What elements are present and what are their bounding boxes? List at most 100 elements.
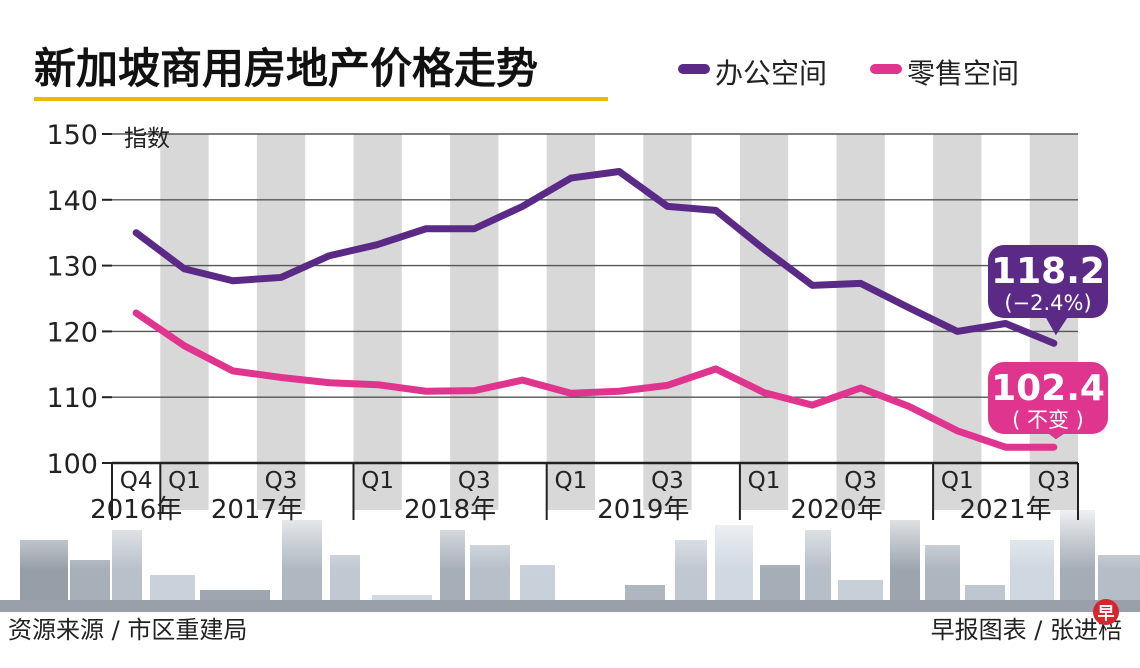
quarter-band: [546, 134, 595, 510]
series-point: [1003, 321, 1008, 326]
series-point: [133, 310, 139, 316]
skyline-fade: [0, 500, 1140, 570]
series-point: [616, 169, 622, 174]
x-quarter-label: Q3: [651, 468, 684, 494]
x-year-label: 2021年: [959, 495, 1051, 525]
series-point: [520, 204, 525, 209]
end-annotations: 118.2(−2.4%) 102.4( 不变 ): [988, 245, 1108, 440]
series-point: [230, 278, 235, 283]
series-point: [278, 375, 284, 380]
quarter-band: [836, 134, 885, 510]
x-year-label: 2019年: [597, 495, 689, 525]
series-point: [713, 208, 718, 213]
x-quarter-label: Q3: [458, 468, 491, 494]
series-point: [568, 175, 574, 181]
series-line-retail: [132, 309, 1058, 451]
series-point: [616, 389, 622, 394]
series-point: [665, 383, 670, 388]
series-point: [858, 281, 863, 286]
logo-char: 早: [1098, 604, 1115, 624]
series-point: [327, 380, 332, 385]
series-point: [810, 283, 815, 288]
series-line-office: [132, 168, 1058, 347]
series-point: [278, 275, 284, 280]
quarter-band: [160, 134, 209, 510]
x-year-label: 2020年: [790, 495, 882, 525]
x-axis: Q4 Q1 Q3 Q1 Q3 Q1 Q3 Q1 Q3 Q1 Q3 2016年 2017年 2018年 201…: [90, 461, 1079, 525]
series-point: [858, 385, 863, 391]
y-tick-label: 100: [46, 449, 98, 480]
quarter-band: [739, 134, 789, 510]
callout-value: 118.2: [991, 251, 1105, 292]
series-point: [665, 204, 670, 209]
x-quarter-label: Q1: [554, 468, 587, 494]
x-quarter-label: Q3: [1037, 468, 1070, 494]
y-tick-label: 150: [46, 120, 98, 151]
callout-pointer: [1043, 314, 1070, 336]
series-point: [955, 428, 960, 433]
series-point: [182, 266, 187, 272]
series-point: [713, 366, 718, 372]
series-lines: [132, 168, 1058, 451]
title-underline: [34, 97, 608, 101]
series-point: [182, 343, 187, 349]
source-note: 资源来源 / 市区重建局: [8, 616, 247, 644]
series-point: [906, 305, 912, 310]
y-axis-label: 指数: [124, 126, 170, 152]
quarter-band: [353, 134, 402, 510]
legend: 办公空间 零售空间: [678, 57, 1019, 90]
series-point: [568, 391, 574, 396]
legend-swatch-office: [678, 64, 710, 74]
callout-bubble: [988, 362, 1108, 434]
series-point: [230, 368, 235, 374]
x-year-label: 2016年: [90, 495, 182, 525]
y-tick-label: 110: [46, 383, 98, 414]
callout-bubble: [988, 245, 1108, 318]
callout-change: (−2.4%): [1004, 291, 1091, 315]
x-quarter-label: Q1: [361, 468, 394, 494]
logo-badge: [1093, 599, 1119, 625]
y-tick-label: 130: [46, 252, 98, 283]
series-point: [472, 388, 477, 393]
y-axis-ticks: 100 110 120 130 140 150: [46, 120, 112, 480]
credit-note: 早报图表 / 张进棓: [931, 616, 1122, 644]
series-point: [472, 226, 477, 231]
y-tick-label: 140: [46, 186, 98, 217]
x-quarter-label: Q1: [168, 468, 201, 494]
x-quarter-label: Q3: [844, 468, 877, 494]
x-quarter-label: Q1: [941, 468, 974, 494]
series-point: [761, 390, 767, 395]
zaobao-logo: 早: [1093, 599, 1119, 625]
series-point: [1051, 341, 1057, 346]
x-quarter-label: Q3: [265, 468, 298, 494]
x-year-label: 2018年: [404, 495, 496, 525]
callout-value: 102.4: [991, 368, 1105, 409]
series-point: [1003, 445, 1008, 450]
series-point: [423, 226, 429, 231]
series-point: [327, 253, 332, 258]
quarter-bands: [160, 134, 1078, 510]
series-point: [1051, 445, 1057, 450]
skyline-ground: [0, 600, 1140, 612]
x-quarter-label: Q1: [748, 468, 781, 494]
legend-label-office: 办公空间: [715, 57, 827, 90]
legend-label-retail: 零售空间: [907, 57, 1019, 90]
series-point: [375, 242, 380, 247]
x-quarter-label: Q4: [120, 468, 153, 494]
series-point: [133, 230, 139, 235]
series-point: [810, 402, 815, 408]
chart-title: 新加坡商用房地产价格走势: [34, 44, 538, 93]
series-point: [375, 382, 380, 387]
quarter-band: [450, 134, 499, 510]
x-year-label: 2017年: [211, 495, 303, 525]
series-point: [520, 377, 525, 383]
quarter-band: [256, 134, 306, 510]
series-point: [761, 246, 767, 252]
grid-lines: [112, 133, 1078, 398]
callout-change: ( 不变 ): [1012, 408, 1084, 432]
series-point: [423, 389, 429, 394]
y-tick-label: 120: [46, 317, 98, 348]
series-point: [955, 329, 960, 334]
legend-swatch-retail: [870, 64, 902, 74]
